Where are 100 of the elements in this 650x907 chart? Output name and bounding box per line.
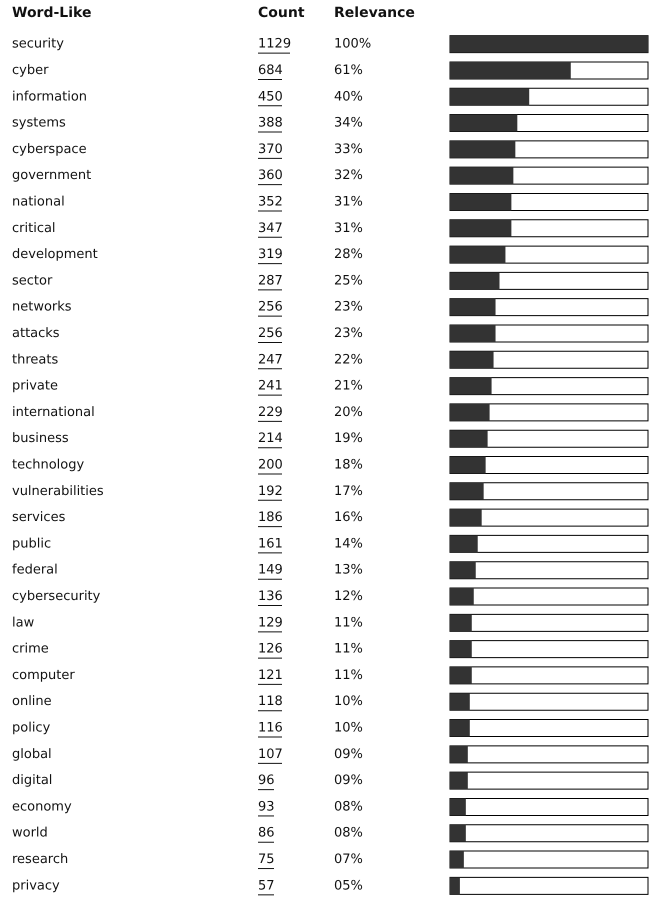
bar [450,140,516,158]
y-tick-label: services [12,510,66,526]
text: 33% [334,142,363,157]
text: 32% [334,168,363,184]
text: 09% [334,746,363,762]
text: 214 [258,431,283,446]
bar [450,220,512,237]
text: 352 [258,194,283,210]
y-tick-label: sector [12,273,53,288]
text: 149 [258,562,283,578]
text: 34% [334,116,363,131]
text: 186 [258,510,283,526]
text: 13% [334,562,363,578]
y-tick-label: economy [12,799,72,814]
text: 40% [334,89,363,104]
bar [450,772,468,790]
bar [450,404,490,421]
text: 161 [258,536,283,552]
bar [450,456,486,474]
y-tick-label: critical [12,220,56,236]
y-tick-label: private [12,378,58,394]
text: 18% [334,458,363,472]
y-tick-label: federal [12,562,58,578]
text: 247 [258,352,283,368]
text: 136 [258,589,283,604]
text: 1129 [258,36,292,52]
y-tick-label: public [12,536,52,552]
y-tick-label: computer [12,668,76,683]
text: 10% [334,694,363,710]
y-tick-label: cyber [12,62,50,78]
bar [450,351,494,368]
text: 23% [334,326,363,341]
text: 319 [258,247,283,262]
text: 14% [334,536,363,552]
text: 93 [258,799,275,814]
text: 450 [258,89,283,104]
text: 11% [334,642,363,657]
y-tick-label: vulnerabilities [12,484,104,499]
text: 229 [258,404,283,420]
text: 16% [334,510,363,526]
y-tick-label: research [12,852,68,868]
text: 19% [334,431,363,446]
text: 28% [334,247,363,262]
bar [450,588,474,606]
y-tick-label: information [12,89,88,104]
text: 21% [334,378,363,394]
y-tick-label: online [12,694,52,710]
bar [450,851,464,868]
text: 192 [258,484,283,499]
bar [450,824,466,842]
text: Count [258,5,305,21]
bar [450,535,478,552]
y-tick-label: technology [12,458,84,472]
bar [450,562,476,579]
text: 05% [334,878,363,894]
text: 86 [258,826,275,841]
y-tick-label: privacy [12,878,60,894]
y-tick-label: policy [12,720,51,736]
bar [450,272,500,290]
text: 287 [258,273,283,288]
y-tick-label: government [12,168,92,184]
text: 347 [258,220,283,236]
y-tick-label: global [12,746,52,762]
text: 23% [334,300,363,315]
text: 57 [258,878,275,894]
y-tick-label: cyberspace [12,142,87,157]
bar [450,482,484,500]
text: 12% [334,589,363,604]
text: 388 [258,116,283,131]
y-tick-label: cybersecurity [12,589,101,604]
text: 17% [334,484,363,499]
text: 100% [334,36,372,52]
text: 129 [258,615,283,630]
text: 10% [334,720,363,736]
y-tick-label: attacks [12,326,60,341]
text: 31% [334,220,363,236]
y-tick-label: digital [12,773,52,788]
y-axis-title: Word-Like [12,5,92,21]
bar [450,877,460,894]
bar [450,746,468,763]
text: 116 [258,720,283,736]
bar [450,298,496,316]
bar [450,193,512,210]
bar [450,693,470,710]
y-tick-label: security [12,36,64,52]
text: 256 [258,326,283,341]
text: 11% [334,668,363,683]
y-tick-label: business [12,431,69,446]
text: 200 [258,458,283,472]
text: 08% [334,799,363,814]
text: Relevance [334,5,415,21]
bar [450,378,492,395]
text: 22% [334,352,363,368]
text: 31% [334,194,363,210]
text: 360 [258,168,283,184]
text: 20% [334,404,363,420]
text: 126 [258,642,283,657]
text: 07% [334,852,363,868]
y-tick-label: networks [12,300,72,315]
text: 107 [258,746,283,762]
